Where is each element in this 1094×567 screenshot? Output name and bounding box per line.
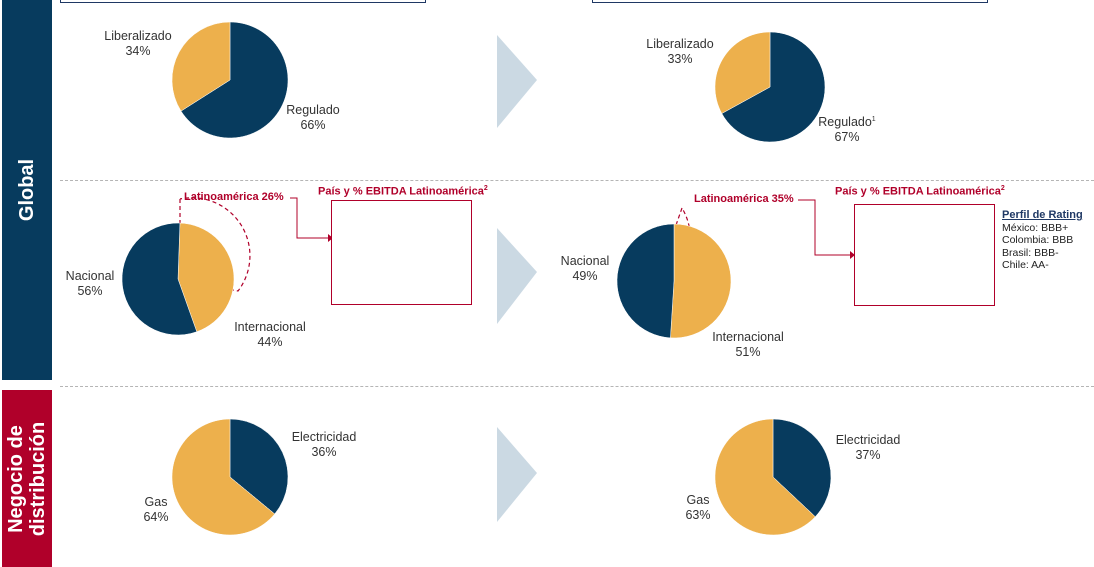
column-header-left [60, 0, 426, 3]
band-global: Global [2, 0, 52, 380]
pie-label: Regulado 66% [286, 103, 340, 132]
pie-label: Nacional 49% [560, 254, 610, 283]
latam-callout-label: Latinoamérica 35% [694, 193, 794, 205]
pie-slice-internacional [670, 223, 732, 339]
pie-slice-internacional [177, 222, 235, 333]
connector-arrow-icon [850, 251, 855, 259]
pie-slice-electricidad [229, 418, 289, 515]
pie-slice-liberalizado [171, 21, 231, 112]
pie-label: Gas 64% [143, 495, 169, 524]
pie-label: Gas 63% [685, 493, 711, 522]
row-separator [60, 386, 1094, 387]
latam-callout-label: Latinoamérica 26% [184, 191, 284, 203]
pie-slice-liberalizado [714, 31, 771, 114]
band-distribucion: Negocio de distribución [2, 390, 52, 567]
latam-box-after [854, 204, 995, 306]
latam-connector-line [798, 199, 851, 256]
rating-title: Perfil de Rating [1002, 209, 1083, 221]
pie-slice-nacional [616, 223, 675, 339]
rating-line: Brasil: BBB- [1002, 246, 1059, 259]
chevron-arrow-icon [497, 228, 537, 324]
latam-callout-arc [177, 197, 251, 292]
pie-slice-regulado [180, 21, 289, 139]
pie-label: Regulado1 67% [818, 115, 876, 145]
connector-arrow-icon [328, 234, 333, 242]
pie-label: Nacional 56% [65, 269, 115, 298]
chevron-arrow-icon [497, 427, 537, 522]
pie-label: Liberalizado 33% [646, 37, 714, 66]
pie-slice-regulado [721, 31, 826, 143]
row-separator [60, 180, 1094, 181]
pie-label: Liberalizado 34% [104, 29, 172, 58]
pie-slice-electricidad [772, 418, 832, 518]
pie-slice-gas [171, 418, 276, 536]
pie-label: Electricidad 36% [291, 430, 357, 459]
column-header-right [592, 0, 988, 3]
pie-label: Internacional 51% [712, 330, 784, 359]
latam-connector-line [290, 197, 328, 239]
pie-slice-gas [714, 418, 816, 536]
chevron-arrow-icon [497, 35, 537, 128]
pie-label: Electricidad 37% [835, 433, 901, 462]
latam-box-title: País y % EBITDA Latinoamérica2 [835, 185, 1005, 198]
latam-box-before [331, 200, 472, 305]
rating-panel: Perfil de Rating México: BBB+ Colombia: … [1002, 209, 1094, 272]
latam-box-title: País y % EBITDA Latinoamérica2 [318, 185, 488, 198]
rating-line: Colombia: BBB [1002, 234, 1074, 246]
rating-line: México: BBB+ [1002, 221, 1069, 234]
pie-label: Internacional 44% [234, 320, 306, 349]
rating-line: Chile: AA- [1002, 259, 1049, 271]
pie-slice-nacional [121, 222, 198, 336]
